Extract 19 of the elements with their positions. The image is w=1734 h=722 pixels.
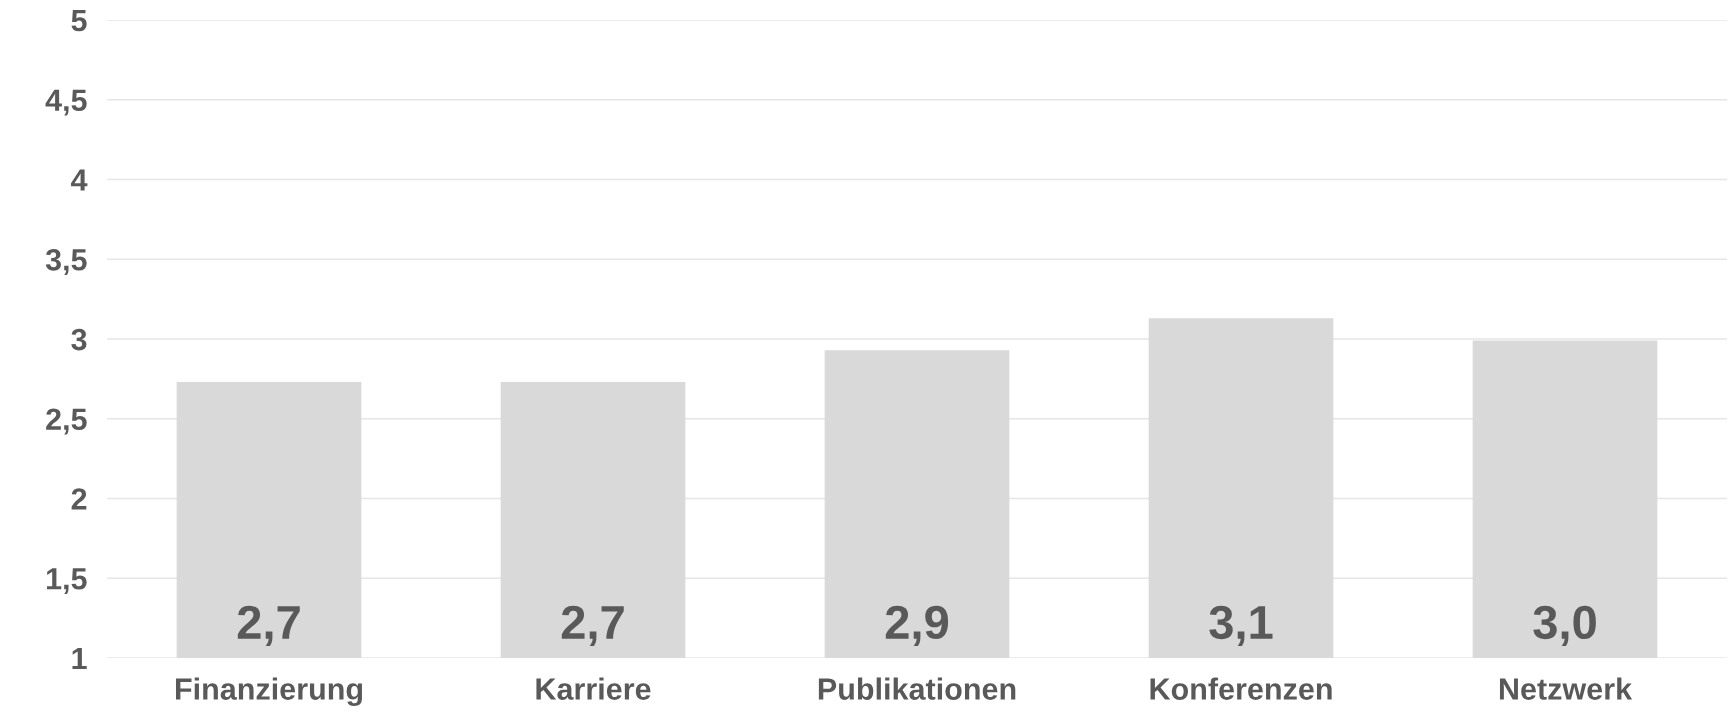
data-label: 2,7 bbox=[237, 605, 300, 646]
data-label: 2,9 bbox=[885, 605, 949, 646]
y-tick-label: 1,5 bbox=[47, 568, 87, 595]
y-tick-label: 4 bbox=[71, 169, 88, 191]
y-tick-label: 4,5 bbox=[45, 89, 87, 116]
x-tick-label: Netzwerk bbox=[1499, 677, 1633, 700]
x-tick-label: Finanzierung bbox=[175, 677, 363, 707]
y-tick-label: 3 bbox=[71, 328, 87, 351]
data-label: 2,7 bbox=[561, 605, 624, 646]
y-tick-label: 2 bbox=[71, 488, 87, 510]
y-tick-label: 5 bbox=[71, 10, 87, 32]
y-tick-label: 3,5 bbox=[45, 248, 87, 276]
x-tick-label: Publikationen bbox=[818, 677, 1016, 700]
y-tick-label: 2,5 bbox=[46, 408, 87, 435]
data-label: 3,0 bbox=[1533, 605, 1596, 646]
x-tick-label: Konferenzen bbox=[1150, 677, 1332, 700]
y-tick-label: 1 bbox=[72, 648, 87, 670]
data-label: 3,1 bbox=[1209, 605, 1273, 646]
x-tick-label: Karriere bbox=[536, 677, 651, 700]
